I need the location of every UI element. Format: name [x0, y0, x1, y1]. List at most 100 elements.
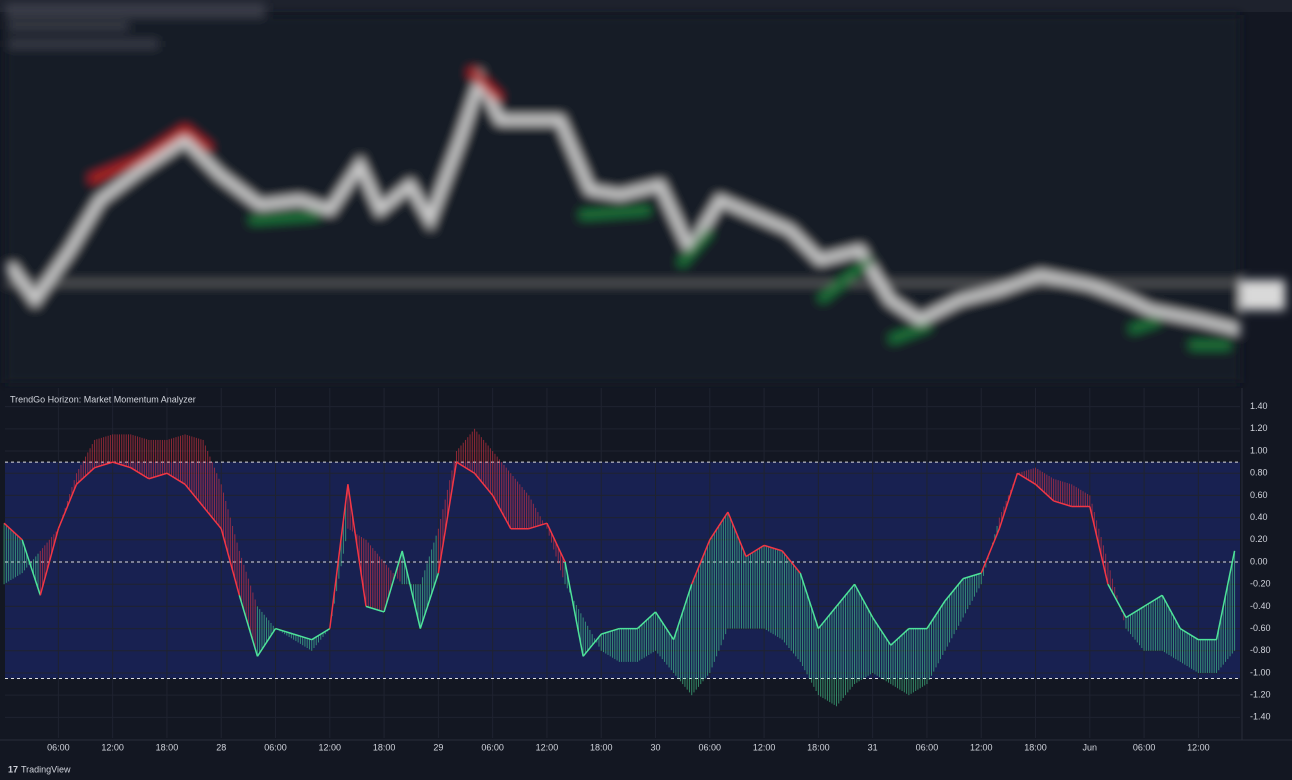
y-tick-label: -0.60: [1250, 623, 1271, 633]
momentum-segment: [763, 544, 783, 552]
plot: [3, 388, 1240, 738]
momentum-segment: [21, 539, 41, 596]
x-tick-label: 30: [651, 742, 661, 752]
momentum-segment: [709, 511, 729, 541]
hatch-group: [166, 435, 184, 483]
momentum-segment: [582, 633, 602, 657]
momentum-segment: [799, 572, 820, 629]
momentum-segment: [166, 472, 186, 485]
hatch-group: [799, 573, 817, 692]
hatch-group: [1035, 467, 1052, 499]
momentum-segment: [962, 572, 982, 580]
hatch-group: [474, 428, 491, 493]
momentum-segment: [1215, 550, 1236, 640]
hatch-group: [184, 434, 202, 504]
hatch-group: [673, 591, 690, 693]
hatch-group: [202, 439, 220, 526]
y-tick-label: -0.80: [1250, 645, 1271, 655]
hatch-group: [94, 435, 111, 468]
momentum-segment: [383, 550, 403, 613]
x-tick-label: 12:00: [970, 742, 993, 752]
momentum-segment: [672, 583, 693, 640]
hatch-group: [293, 634, 310, 650]
hatch-group: [75, 444, 93, 485]
footer: [0, 760, 1292, 780]
momentum-segment: [256, 628, 277, 657]
indicator-title: TrendGo Horizon: Market Momentum Analyze…: [10, 394, 196, 404]
momentum-segment: [329, 484, 349, 629]
hatch-group: [39, 531, 57, 596]
hatch-group: [3, 523, 21, 585]
hatch-group: [817, 609, 835, 705]
momentum-segment: [745, 544, 765, 558]
momentum-segment: [419, 572, 440, 629]
y-tick-label: 0.00: [1250, 556, 1268, 566]
momentum-segment: [94, 461, 113, 469]
momentum-segment: [130, 467, 150, 480]
momentum-segment: [3, 522, 23, 541]
x-tick-label: 18:00: [590, 742, 613, 752]
x-tick-label: 12:00: [319, 742, 342, 752]
momentum-segment: [998, 472, 1019, 529]
hatch-group: [890, 630, 908, 694]
x-tick-label: 06:00: [1133, 742, 1156, 752]
hatch-group: [727, 512, 745, 629]
momentum-segment: [275, 627, 294, 635]
hatch-group: [419, 535, 437, 629]
hatch-group: [835, 586, 853, 707]
hatch-group: [528, 495, 546, 529]
x-tick-label: 06:00: [47, 742, 70, 752]
hatch-group: [1053, 478, 1070, 506]
momentum-segment: [401, 550, 422, 629]
x-tick-label: 28: [216, 742, 226, 752]
x-tick-label: 12:00: [101, 742, 124, 752]
hatch-group: [510, 473, 528, 529]
momentum-segment: [148, 472, 168, 480]
momentum-segment: [1053, 500, 1072, 508]
momentum-segment: [347, 484, 367, 607]
hatch-group: [636, 614, 654, 662]
momentum-segment: [727, 511, 747, 557]
x-tick-label: 31: [868, 742, 878, 752]
momentum-segment: [781, 550, 801, 574]
momentum-segment: [365, 605, 385, 613]
hatch-group: [582, 617, 600, 657]
hatch-group: [238, 550, 256, 649]
momentum-segment: [528, 522, 548, 530]
hatch-group: [130, 434, 148, 478]
momentum-segment: [1179, 627, 1199, 641]
top-bar: [0, 0, 1292, 12]
y-tick-label: 1.20: [1250, 423, 1268, 433]
hatch-group: [1143, 596, 1161, 651]
momentum-segment: [890, 628, 910, 646]
momentum-segment: [184, 483, 204, 507]
hatch-group: [655, 611, 672, 671]
momentum-segment: [1161, 594, 1181, 629]
y-tick-label: -1.40: [1250, 712, 1271, 722]
hatch-group: [781, 550, 799, 660]
y-tick-label: 0.80: [1250, 468, 1268, 478]
hatch-group: [1179, 628, 1197, 672]
hatch-group: [112, 434, 129, 467]
momentum-segment: [853, 583, 874, 618]
momentum-segment: [1035, 483, 1055, 502]
x-tick-label: 12:00: [753, 742, 776, 752]
y-tick-label: -0.20: [1250, 579, 1271, 589]
y-tick-label: 0.60: [1250, 490, 1268, 500]
hatch-group: [745, 546, 763, 629]
y-tick-label: -1.00: [1250, 667, 1271, 677]
x-tick-label: 06:00: [699, 742, 722, 752]
momentum-segment: [872, 617, 892, 646]
momentum-segment: [238, 595, 259, 657]
x-tick-label: 06:00: [916, 742, 939, 752]
hatch-group: [220, 484, 238, 587]
hatch-group: [962, 573, 980, 618]
momentum-segment: [1143, 594, 1163, 608]
momentum-segment: [817, 605, 838, 630]
momentum-segment: [1107, 583, 1127, 618]
hatch-group: [944, 581, 962, 651]
hatch-group: [618, 628, 636, 662]
y-tick-label: -1.20: [1250, 690, 1271, 700]
hatch-group: [1215, 562, 1233, 673]
